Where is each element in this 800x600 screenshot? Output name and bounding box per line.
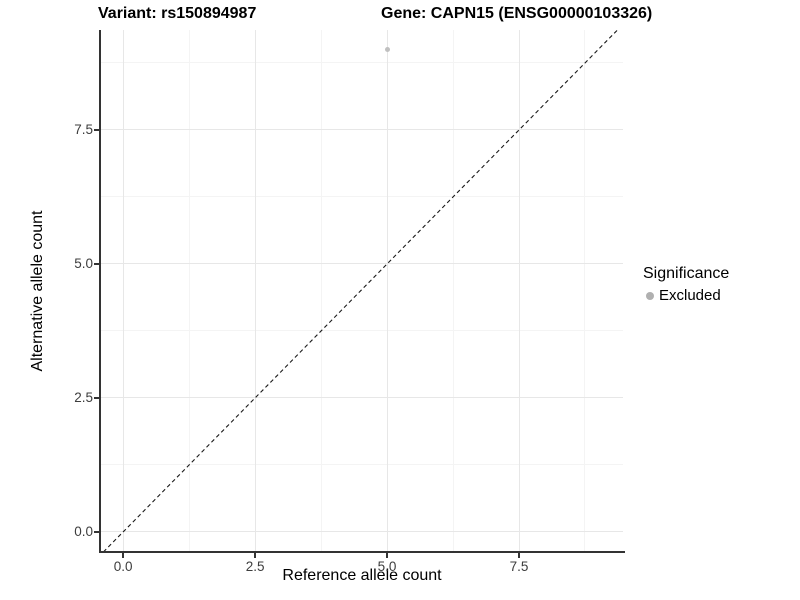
x-axis-tick (122, 553, 125, 558)
y-gridline-minor (101, 62, 623, 64)
x-tick-label: 0.0 (113, 559, 133, 574)
y-tick-label: 5.0 (74, 255, 93, 271)
x-tick-label: 2.5 (245, 559, 265, 574)
x-tick-label: 7.5 (509, 559, 529, 574)
x-gridline-major (518, 30, 520, 552)
legend-title: Significance (643, 265, 730, 282)
x-tick-label: 5.0 (377, 559, 397, 574)
x-gridline-major (386, 30, 388, 552)
y-gridline-major (101, 129, 623, 131)
x-axis-line (99, 551, 625, 553)
x-axis-tick (254, 553, 257, 558)
legend: Significance Excluded (643, 264, 729, 305)
identity-dashed-line (102, 30, 618, 552)
x-gridline-minor (320, 30, 322, 552)
y-gridline-major (101, 263, 623, 265)
y-tick-label: 0.0 (74, 523, 93, 539)
y-gridline-major (101, 531, 623, 533)
plot-title-gene: Gene: CAPN15 (ENSG00000103326) (381, 5, 653, 22)
x-gridline-minor (452, 30, 454, 552)
x-gridline-minor (584, 30, 586, 552)
y-tick-label: 7.5 (74, 121, 93, 137)
reference-line-layer (102, 30, 618, 552)
y-axis-tick (94, 530, 99, 533)
x-gridline-major (254, 30, 256, 552)
y-axis-tick (94, 128, 99, 131)
plot-title-variant: Variant: rs150894987 (98, 5, 257, 22)
y-gridline-minor (101, 464, 623, 466)
legend-entry-excluded: Excluded (643, 287, 729, 305)
x-axis-title: Reference allele count (282, 567, 442, 584)
x-axis-tick (386, 553, 389, 558)
data-point (384, 47, 390, 53)
y-axis-tick (94, 396, 99, 399)
y-axis-tick (94, 262, 99, 265)
y-gridline-minor (101, 196, 623, 198)
y-gridline-minor (101, 330, 623, 332)
y-axis-line (99, 30, 101, 553)
legend-key-dot (646, 292, 654, 300)
grid-layer (101, 30, 623, 552)
x-axis-tick (518, 553, 521, 558)
legend-entry-label: Excluded (659, 287, 721, 304)
y-tick-label: 2.5 (74, 389, 93, 405)
y-axis-title: Alternative allele count (29, 210, 46, 372)
plot-panel (101, 30, 623, 552)
x-gridline-major (122, 30, 124, 552)
y-gridline-major (101, 397, 623, 399)
x-gridline-minor (188, 30, 190, 552)
